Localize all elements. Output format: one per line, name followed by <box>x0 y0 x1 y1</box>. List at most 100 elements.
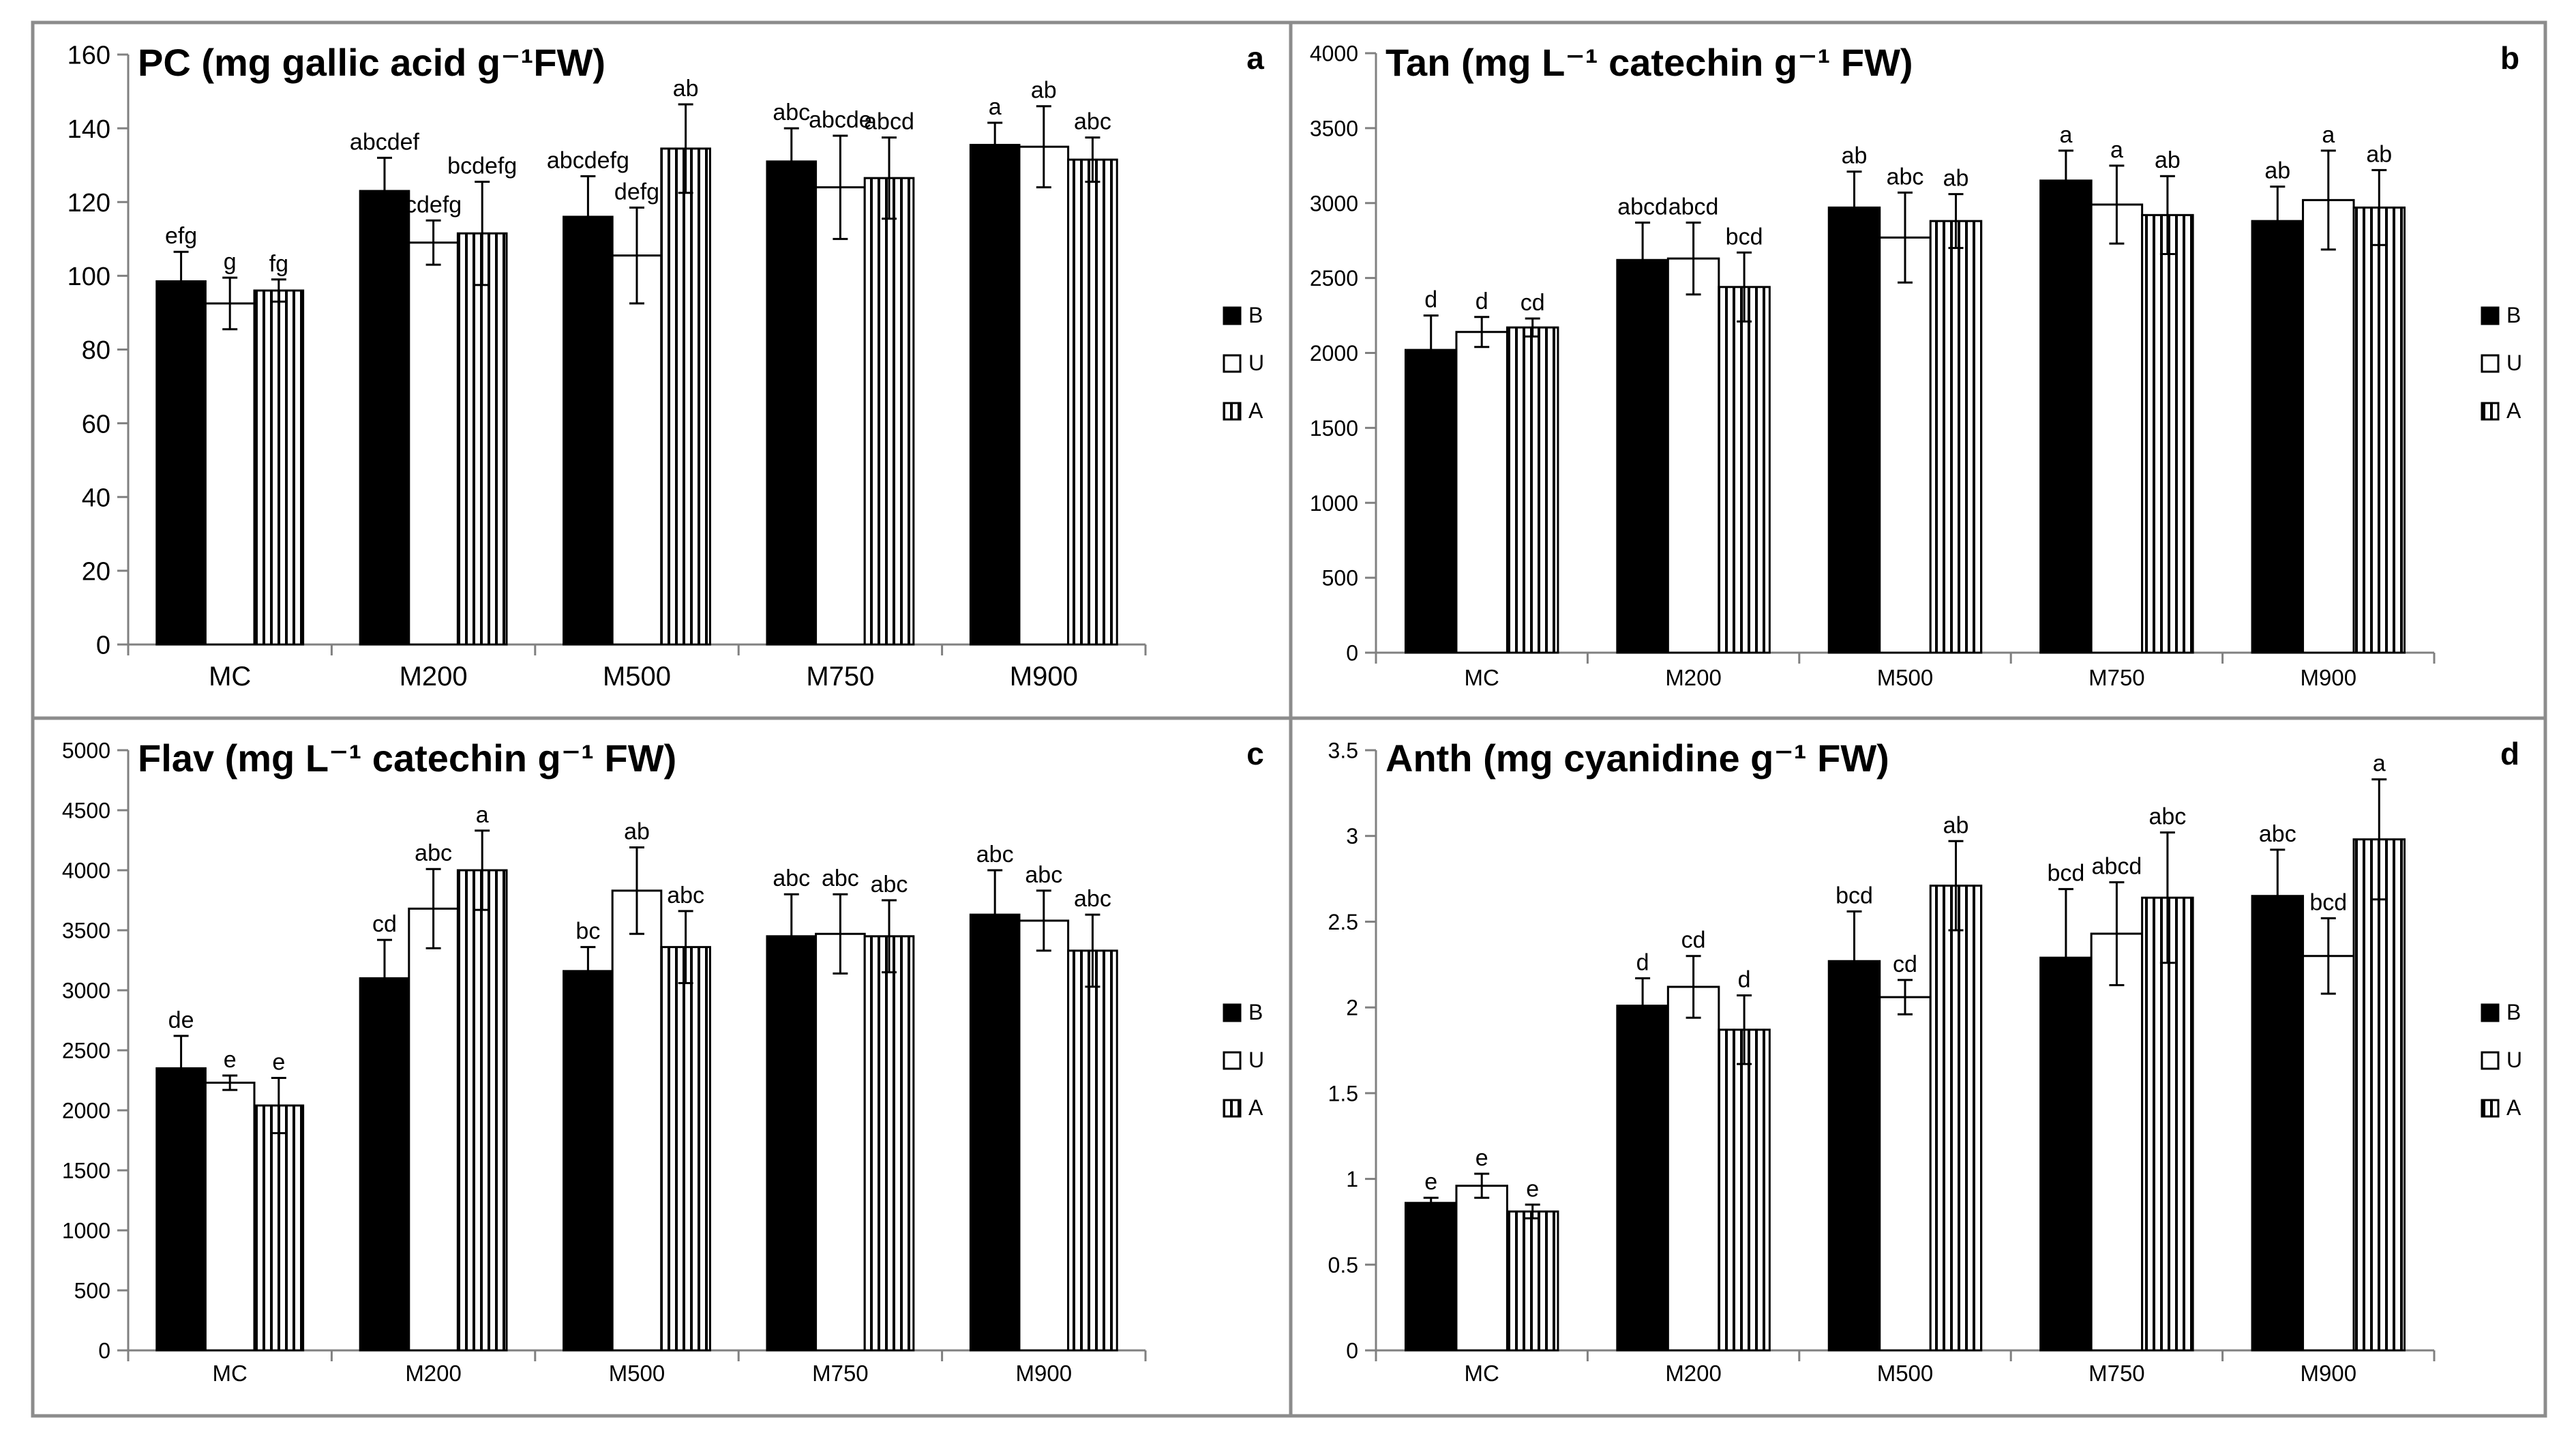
significance-label: abc <box>1074 886 1111 912</box>
bar-A-M200 <box>1718 286 1771 654</box>
significance-label: bcd <box>1836 883 1873 908</box>
legend-swatch-U <box>2481 1051 2500 1070</box>
legend-swatch-A <box>1223 402 1242 421</box>
bar-B-M500 <box>1827 960 1881 1352</box>
y-tick-label: 1000 <box>62 1219 110 1243</box>
significance-label: de <box>168 1007 194 1033</box>
y-tick-label: 2500 <box>1310 266 1358 291</box>
bar-B-M500 <box>563 970 614 1352</box>
significance-label: abcd <box>1617 194 1668 220</box>
legend-label-B: B <box>2506 1000 2521 1024</box>
y-tick-label: 120 <box>68 189 110 218</box>
y-tick-label: 1.5 <box>1328 1081 1358 1106</box>
significance-label: a <box>2110 137 2123 163</box>
y-tick-label: 160 <box>68 42 110 70</box>
bar-B-MC <box>1404 1202 1458 1352</box>
legend-label-A: A <box>1248 1095 1263 1120</box>
significance-label: abc <box>976 842 1014 868</box>
bar-U-M900 <box>1018 145 1070 646</box>
y-tick-label: 0 <box>1346 1339 1358 1363</box>
bar-U-M900 <box>1018 919 1070 1352</box>
significance-label: abc <box>1074 109 1111 135</box>
bar-A-MC <box>1506 326 1559 654</box>
y-tick-label: 100 <box>68 263 110 291</box>
significance-label: abc <box>2259 821 2296 847</box>
y-tick-label: 3000 <box>62 979 110 1003</box>
x-tick-label: M900 <box>1016 1361 1073 1386</box>
significance-label: g <box>224 249 237 275</box>
bar-U-MC <box>204 302 256 646</box>
significance-label: abcdefg <box>547 147 629 173</box>
significance-label: abcd <box>864 109 914 135</box>
bar-B-M200 <box>1616 1005 1669 1352</box>
legend-swatch-U <box>1223 1051 1242 1070</box>
x-tick-label: M200 <box>400 662 468 692</box>
significance-label: d <box>1636 949 1649 975</box>
significance-label: abcd <box>1668 194 1719 220</box>
legend-swatch-U <box>1223 354 1242 373</box>
bar-B-MC <box>155 280 207 646</box>
chart-panel-d: Anth (mg cyanidine g⁻¹ FW) d 0 0.5 1 1.5 2 2.5 3… <box>1289 716 2547 1418</box>
panel-letter: d <box>2500 736 2519 771</box>
bar-U-M500 <box>611 254 663 646</box>
y-tick-label: 0 <box>98 1339 110 1363</box>
significance-label: e <box>1476 1145 1488 1171</box>
panel-letter: a <box>1246 40 1264 76</box>
bar-U-M750 <box>2090 203 2144 654</box>
bar-A-M750 <box>863 935 915 1352</box>
legend-swatch-B <box>1223 306 1242 325</box>
y-tick-label: 0 <box>96 632 110 660</box>
significance-label: a <box>2373 751 2386 777</box>
bar-A-MC <box>253 289 305 646</box>
y-tick-label: 2.5 <box>1328 910 1358 934</box>
bar-B-M200 <box>359 190 410 646</box>
y-tick-label: 2000 <box>1310 341 1358 366</box>
y-tick-label: 3.5 <box>1328 739 1358 763</box>
bar-A-M900 <box>1067 949 1118 1352</box>
significance-label: abc <box>415 840 452 866</box>
significance-label: defg <box>614 179 659 205</box>
bar-U-MC <box>1455 1185 1508 1352</box>
x-tick-label: M750 <box>806 662 874 692</box>
significance-label: d <box>1476 288 1488 314</box>
x-tick-label: MC <box>1465 1361 1499 1386</box>
legend-swatch-U <box>2481 354 2500 373</box>
bar-B-M200 <box>359 977 410 1352</box>
legend-label-B: B <box>2506 303 2521 327</box>
chart-title: Tan (mg L⁻¹ catechin g⁻¹ FW) <box>1386 41 1913 84</box>
bar-U-M900 <box>2302 198 2355 654</box>
x-tick-label: MC <box>209 662 251 692</box>
y-tick-label: 1500 <box>1310 416 1358 441</box>
x-tick-label: M900 <box>1010 662 1078 692</box>
bar-A-M900 <box>2352 838 2406 1352</box>
bar-U-M750 <box>815 186 866 646</box>
significance-label: ab <box>673 76 699 102</box>
significance-label: bcd <box>2047 861 2084 887</box>
panel-frame <box>1289 716 2547 1418</box>
bar-U-M200 <box>408 907 459 1352</box>
y-tick-label: 3500 <box>62 919 110 943</box>
significance-label: ab <box>1031 78 1057 104</box>
bar-A-M750 <box>2141 896 2194 1352</box>
bar-A-M750 <box>863 177 915 646</box>
x-tick-label: M750 <box>2088 665 2145 690</box>
y-tick-label: 60 <box>82 410 110 439</box>
bar-U-M200 <box>1666 986 1720 1352</box>
chart-title: Anth (mg cyanidine g⁻¹ FW) <box>1386 737 1889 780</box>
significance-label: ab <box>2366 141 2392 167</box>
bar-U-M500 <box>1878 236 1932 654</box>
y-tick-label: 4000 <box>1310 42 1358 66</box>
x-tick-label: M900 <box>2301 665 2357 690</box>
significance-label: cd <box>372 911 397 937</box>
y-tick-label: 80 <box>82 336 110 365</box>
significance-label: abcdef <box>350 129 420 155</box>
x-tick-label: M500 <box>1877 1361 1934 1386</box>
bar-A-M500 <box>660 946 711 1352</box>
bar-B-M750 <box>2039 179 2093 654</box>
legend-label-A: A <box>2506 398 2521 423</box>
significance-label: abcd <box>2092 854 2142 880</box>
chart-panel-c: Flav (mg L⁻¹ catechin g⁻¹ FW) c 0 500 1000 15… <box>31 716 1293 1418</box>
x-tick-label: M750 <box>2088 1361 2145 1386</box>
x-tick-label: M500 <box>1877 665 1934 690</box>
bar-U-MC <box>1455 331 1508 654</box>
